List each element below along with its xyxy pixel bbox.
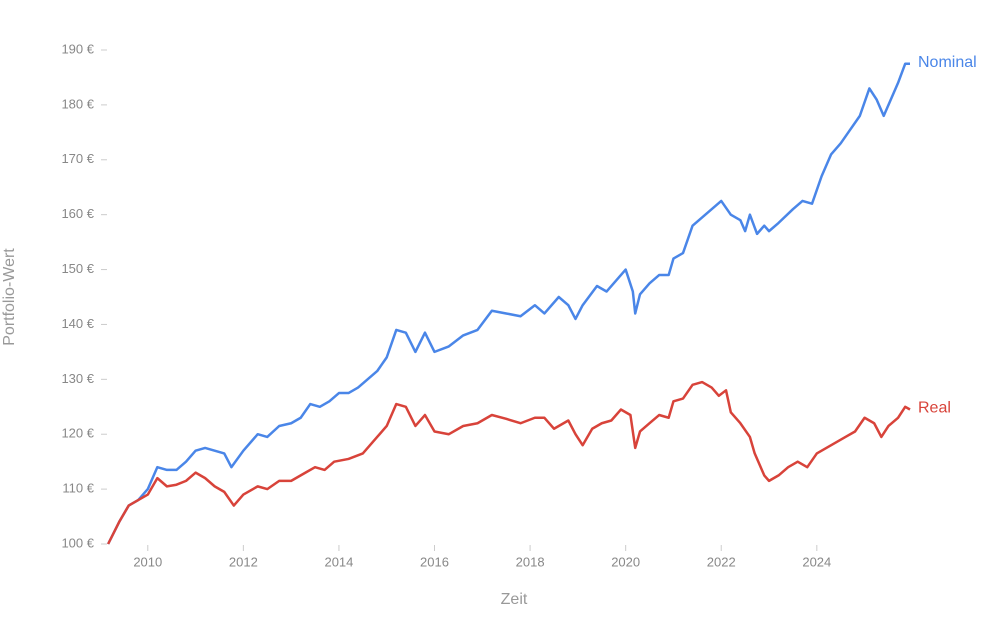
y-axis-title: Portfolio-Wert — [1, 248, 18, 346]
x-tick-label: 2022 — [707, 554, 736, 569]
x-tick-label: 2012 — [229, 554, 258, 569]
y-tick-label: 140 € — [61, 316, 94, 331]
y-tick-label: 130 € — [61, 371, 94, 386]
x-tick-label: 2020 — [611, 554, 640, 569]
x-tick-label: 2010 — [133, 554, 162, 569]
y-tick-label: 100 € — [61, 535, 94, 550]
x-tick-label: 2018 — [516, 554, 545, 569]
y-tick-label: 160 € — [61, 206, 94, 221]
y-tick-label: 150 € — [61, 261, 94, 276]
series-line — [107, 62, 910, 545]
x-tick-label: 2014 — [324, 554, 353, 569]
y-tick-label: 120 € — [61, 426, 94, 441]
x-tick-label: 2024 — [802, 554, 831, 569]
series-line — [107, 380, 911, 545]
y-tick-label: 110 € — [62, 481, 94, 496]
y-tick-label: 180 € — [61, 96, 94, 111]
x-tick-label: 2016 — [420, 554, 449, 569]
y-tick-label: 190 € — [61, 41, 94, 56]
series-label: Nominal — [918, 54, 977, 71]
series-label: Real — [918, 400, 951, 417]
y-tick-label: 170 € — [61, 151, 94, 166]
x-axis-title: Zeit — [501, 591, 528, 608]
